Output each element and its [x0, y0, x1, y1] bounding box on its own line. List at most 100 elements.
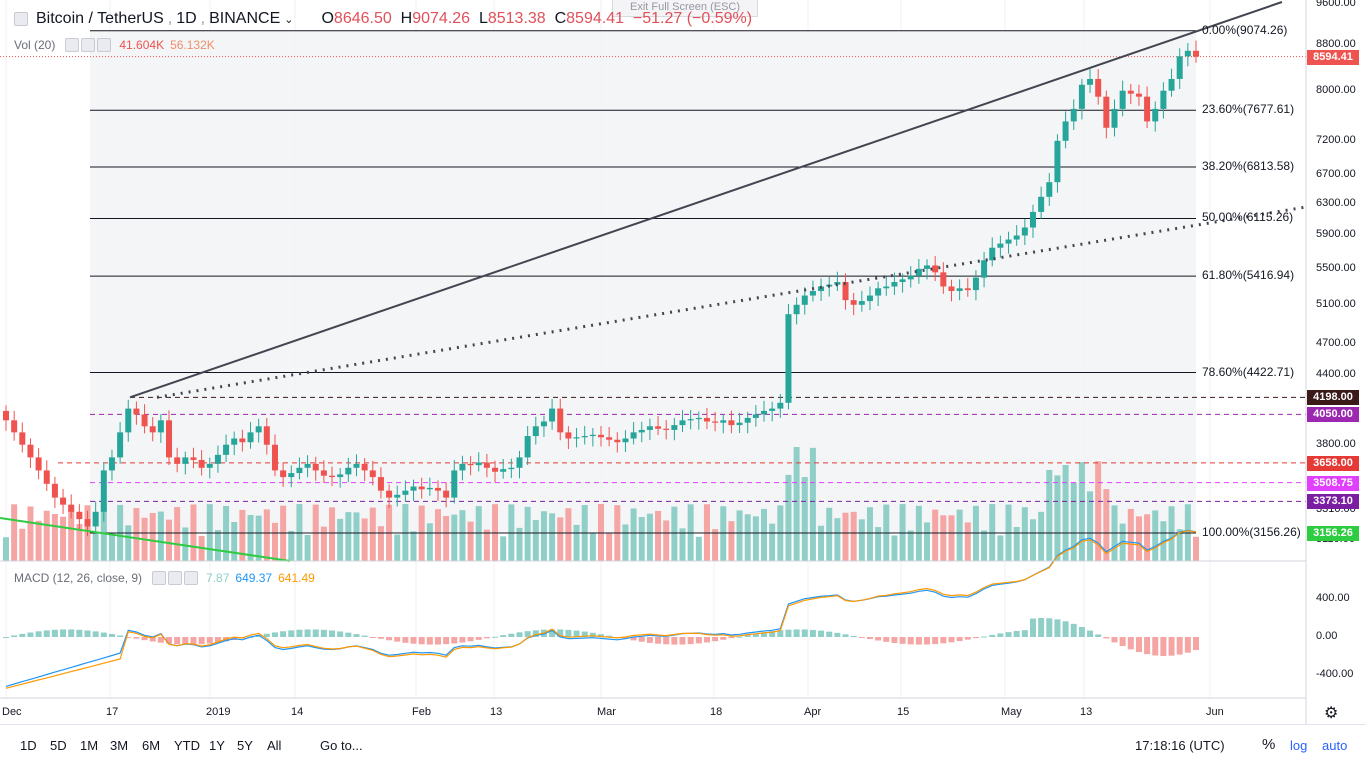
candle-body: [100, 470, 107, 512]
symbol-header: Bitcoin / TetherUS , 1D , BINANCE ⌄ O864…: [14, 10, 752, 28]
timeframe-button[interactable]: 6M: [142, 738, 161, 753]
candle-body: [924, 265, 931, 269]
macd-label[interactable]: MACD (12, 26, close, 9): [14, 571, 143, 585]
timeframe-button[interactable]: 5Y: [237, 738, 253, 753]
candle-body: [638, 429, 645, 433]
volume-bar: [663, 520, 670, 561]
timeframe-button[interactable]: All: [267, 738, 282, 753]
candle-body: [19, 432, 26, 445]
candle-body: [1184, 50, 1191, 57]
macd-hist-bar: [630, 637, 637, 641]
volume-bar: [801, 477, 808, 561]
bottom-toolbar: 1D 5D 1M 3M 6M YTD 1Y 5Y All Go to... 17:18:16 (…: [0, 724, 1366, 769]
candle-body: [1095, 78, 1102, 97]
candle-body: [573, 437, 580, 439]
macd-hist-bar: [337, 631, 344, 637]
symbol-name[interactable]: Bitcoin / TetherUS: [36, 10, 164, 27]
auto-toggle[interactable]: auto: [1322, 738, 1348, 753]
exit-fullscreen-button[interactable]: Exit Full Screen (ESC): [612, 0, 758, 17]
interval-label[interactable]: 1D: [176, 10, 197, 27]
macd-hist-bar: [312, 629, 319, 637]
candle-body: [296, 467, 303, 474]
macd-hist-bar: [214, 637, 221, 643]
macd-pane: [3, 529, 1199, 689]
volume-bar: [149, 513, 156, 561]
volume-bar: [1062, 465, 1069, 561]
macd-hist-bar: [84, 630, 91, 637]
volume-bar: [320, 526, 327, 561]
timeframe-button[interactable]: 5D: [50, 738, 67, 753]
macd-hist-bar: [1160, 637, 1167, 656]
volume-bar: [565, 508, 572, 561]
macd-hist-bar: [1021, 630, 1028, 637]
macd-hist-bar: [809, 629, 816, 637]
time-axis-label: 15: [897, 706, 910, 718]
candle-body: [630, 432, 637, 439]
macd-hist-bar: [1135, 637, 1142, 653]
timeframe-button[interactable]: 1M: [80, 738, 99, 753]
candle-body: [1046, 182, 1053, 197]
eye-icon[interactable]: [65, 38, 80, 52]
macd-hist-bar: [826, 631, 833, 637]
percent-toggle[interactable]: %: [1262, 736, 1276, 753]
macd-hist-bar: [997, 633, 1004, 637]
goto-button[interactable]: Go to...: [320, 738, 363, 753]
log-toggle[interactable]: log: [1290, 738, 1308, 753]
time-axis-label: Dec: [2, 706, 22, 718]
chevron-down-icon[interactable]: ⌄: [284, 13, 294, 26]
macd-hist-bar: [377, 637, 384, 639]
macd-hist-bar: [728, 637, 735, 639]
macd-hist-bar: [1176, 637, 1183, 655]
close-icon[interactable]: [184, 571, 199, 585]
volume-bar: [842, 512, 849, 561]
macd-hist-bar: [1013, 631, 1020, 637]
volume-bar: [695, 536, 702, 561]
timeframe-button[interactable]: 1D: [20, 738, 37, 753]
candle-body: [622, 438, 629, 443]
eye-icon[interactable]: [152, 571, 167, 585]
close-icon[interactable]: [97, 38, 112, 52]
price-axis-label: 4700.00: [1316, 336, 1356, 349]
volume-bar: [744, 514, 751, 561]
candle-body: [60, 497, 67, 505]
candle-body: [687, 419, 694, 421]
candle-body: [801, 295, 808, 305]
volume-bar: [1152, 510, 1159, 561]
candle-body: [606, 437, 613, 440]
price-tag: 3508.75: [1307, 475, 1359, 491]
macd-hist-bar: [361, 635, 368, 637]
macd-hist-bar: [663, 637, 670, 645]
candle-body: [655, 426, 662, 429]
candle-body: [1168, 78, 1175, 91]
macd-hist-bar: [500, 635, 507, 637]
candle-body: [1135, 93, 1142, 97]
candle-body: [589, 434, 596, 437]
candle-body: [1087, 78, 1094, 85]
fib-background: [90, 30, 1196, 533]
settings-icon[interactable]: [168, 571, 183, 585]
timeframe-button[interactable]: YTD: [174, 738, 200, 753]
horizontal-lines: [0, 56, 1306, 502]
volume-bar: [1168, 506, 1175, 561]
volume-bar: [304, 534, 311, 561]
settings-icon[interactable]: [81, 38, 96, 52]
candle-body: [166, 420, 173, 458]
macd-hist-bar: [117, 635, 124, 637]
macd-hist-bar: [100, 632, 107, 637]
time-axis-label: 13: [1080, 706, 1093, 718]
volume-bar: [361, 518, 368, 561]
macd-hist-bar: [793, 629, 800, 637]
volume-label[interactable]: Vol (20): [14, 38, 56, 52]
timeframe-button[interactable]: 1Y: [209, 738, 225, 753]
volume-bar: [35, 520, 42, 561]
candle-body: [263, 426, 270, 445]
volume-bar: [818, 525, 825, 561]
candle-body: [1119, 90, 1126, 109]
gear-icon[interactable]: ⚙: [1324, 705, 1339, 722]
macd-value: 649.37: [235, 571, 273, 585]
candle-body: [516, 457, 523, 468]
collapse-icon[interactable]: [14, 12, 28, 26]
timeframe-button[interactable]: 3M: [110, 738, 129, 753]
candle-body: [43, 470, 50, 484]
